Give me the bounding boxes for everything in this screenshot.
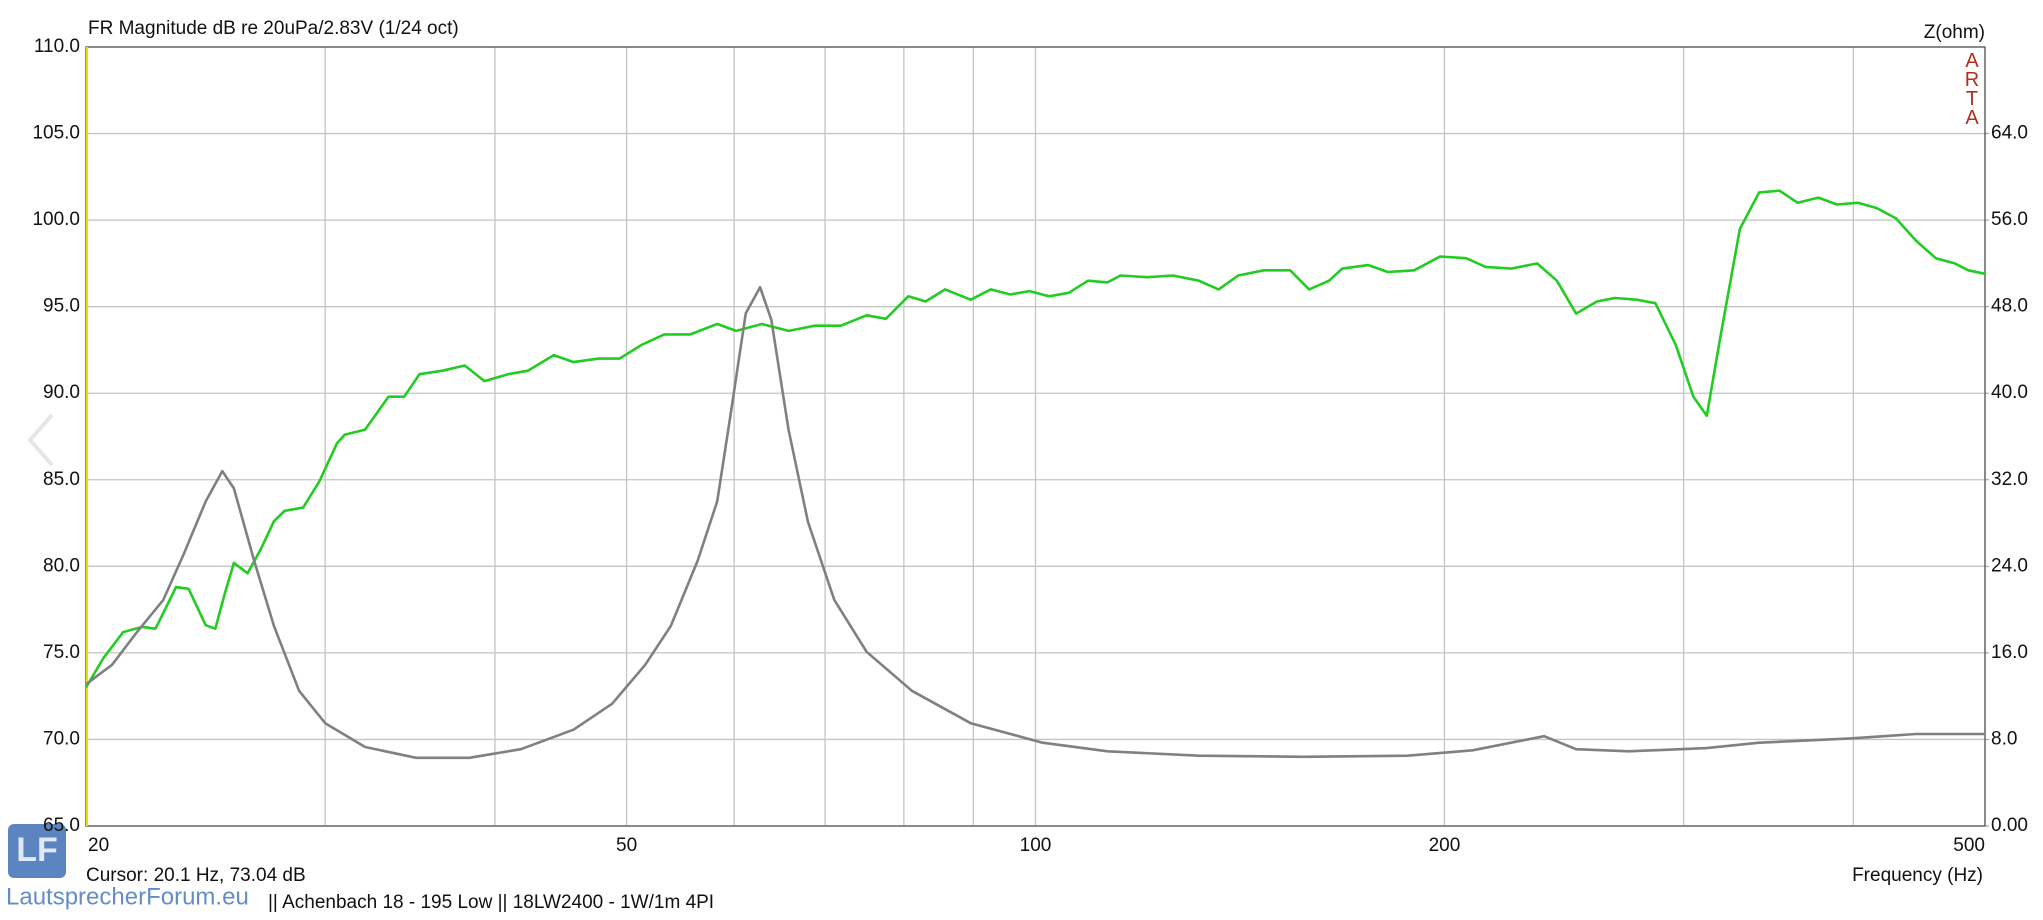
series-line: [85, 285, 1985, 760]
x-tick-label: 20: [88, 835, 109, 856]
x-tick-label: 100: [1020, 835, 1052, 856]
cursor-readout: Cursor: 20.1 Hz, 73.04 dB: [86, 865, 306, 886]
brand-letter: A: [1965, 107, 1979, 129]
x-label: Frequency (Hz): [1852, 865, 1983, 886]
series-line: [84, 189, 1986, 689]
y2-tick-label: 24.0: [1991, 555, 2028, 576]
logo-letters: LF: [16, 831, 58, 869]
y-tick-label: 85.0: [43, 469, 80, 490]
y-tick-label: 80.0: [43, 555, 80, 576]
y2-label: Z(ohm): [1924, 22, 1985, 43]
y2-tick-label: 48.0: [1991, 296, 2028, 317]
brand-letter: T: [1966, 88, 1978, 110]
y-tick-label: 65.0: [43, 815, 80, 836]
nav-arrow: [27, 413, 54, 467]
footer: || Achenbach 18 - 195 Low || 18LW2400 - …: [268, 892, 714, 913]
brand-letter: A: [1965, 50, 1979, 72]
x-tick-label: 50: [616, 835, 637, 856]
watermark: LautsprecherForum.eu: [6, 883, 249, 910]
y2-tick-label: 56.0: [1991, 209, 2028, 230]
y-tick-label: 110.0: [34, 36, 80, 57]
x-tick-label: 200: [1429, 835, 1461, 856]
x-tick-label: 500: [1953, 835, 1985, 856]
y2-tick-label: 40.0: [1991, 382, 2028, 403]
chart-title: FR Magnitude dB re 20uPa/2.83V (1/24 oct…: [88, 18, 459, 39]
y-tick-label: 90.0: [43, 382, 80, 403]
y2-tick-label: 8.0: [1991, 728, 2017, 749]
y-tick-label: 75.0: [43, 642, 80, 663]
y-tick-label: 100.0: [32, 209, 80, 230]
y2-tick-label: 64.0: [1991, 123, 2028, 144]
y-tick-label: 105.0: [32, 123, 80, 144]
y2-tick-label: 32.0: [1991, 469, 2028, 490]
logo: LF: [8, 824, 66, 878]
y2-tick-label: 16.0: [1991, 642, 2028, 663]
logo-box: [8, 824, 66, 878]
y2-tick-label: 0.00: [1991, 815, 2028, 836]
y-tick-label: 70.0: [43, 728, 80, 749]
brand-letter: R: [1965, 69, 1979, 91]
y-tick-label: 95.0: [43, 296, 80, 317]
